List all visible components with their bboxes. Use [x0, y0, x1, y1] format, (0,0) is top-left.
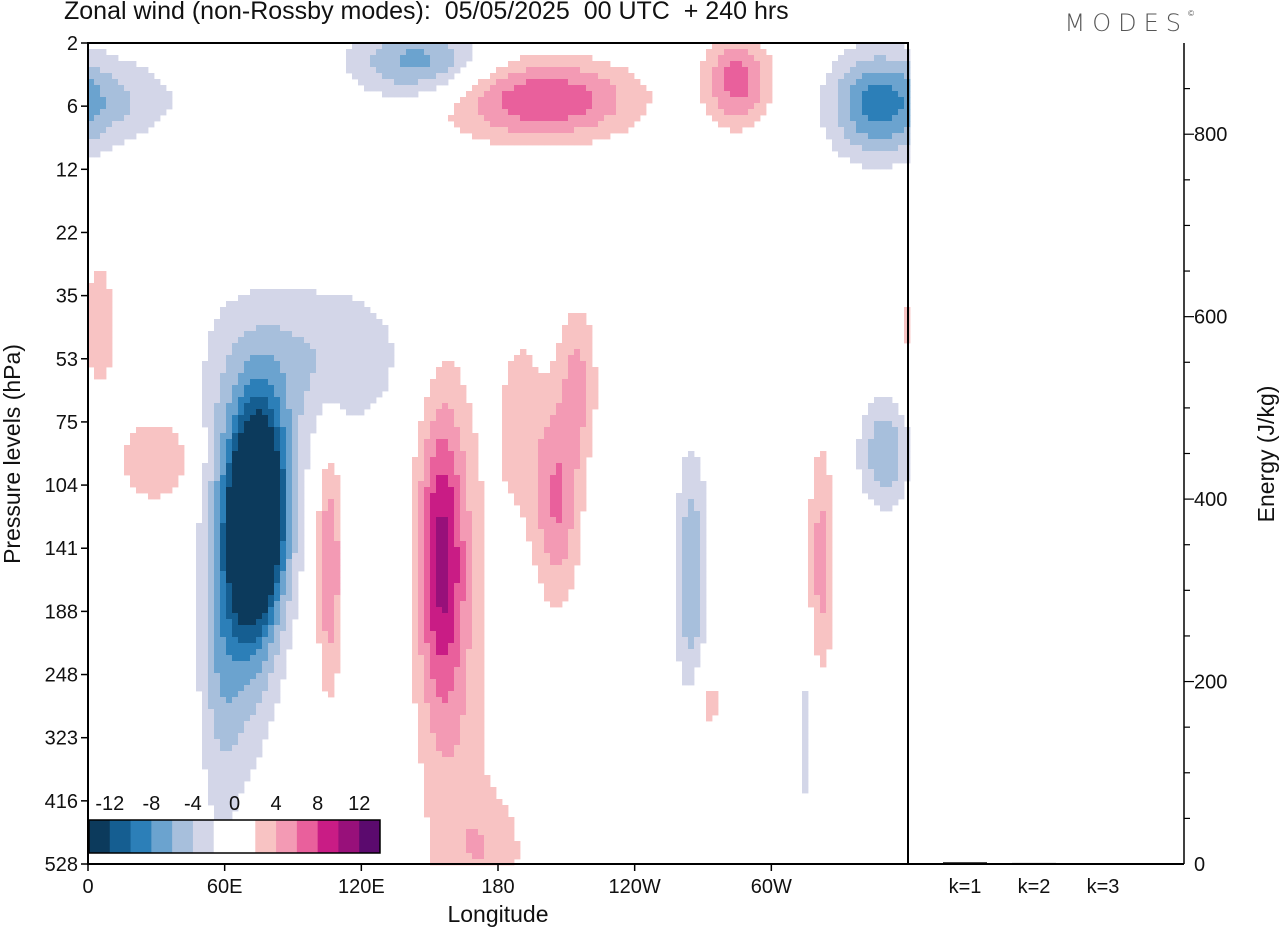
y-tick-label: 35 [56, 286, 78, 308]
y-tick-label: 75 [56, 412, 78, 434]
heatmap-frame [87, 42, 909, 865]
energy-axis-label: Energy (J/kg) [1253, 386, 1279, 523]
y-tick-label: 53 [56, 349, 78, 371]
colorbar-swatch [109, 820, 132, 853]
y-tick-label: 2 [67, 33, 78, 55]
energy-tick-label: 800 [1194, 124, 1227, 146]
y-tick-label: 188 [45, 601, 78, 623]
energy-bars: k=1 k=2 k=3 [943, 862, 1125, 898]
energy-category-label: k=2 [1018, 876, 1051, 898]
brand-mark-icon: © [1188, 9, 1194, 18]
x-tick-label: 60E [207, 876, 243, 898]
y-tick-label: 12 [56, 159, 78, 181]
colorbar-swatch [255, 820, 277, 853]
y-tick-label: 104 [45, 475, 78, 497]
colorbar-swatch [296, 820, 319, 853]
colorbar-swatch [89, 820, 111, 853]
energy-tick-label: 0 [1194, 854, 1205, 876]
y-tick-label: 323 [45, 728, 78, 750]
energy-category-label: k=1 [949, 876, 982, 898]
colorbar-swatch [130, 820, 152, 853]
colorbar-swatch [213, 820, 235, 853]
brand-logo: MODES [1064, 9, 1188, 37]
colorbar-label: 0 [229, 793, 240, 815]
energy-axis-ticks: 0 200 400 600 800 [1184, 88, 1227, 876]
colorbar-label: 4 [271, 793, 282, 815]
colorbar-label: -8 [142, 793, 160, 815]
y-tick-label: 141 [45, 538, 78, 560]
x-tick-label: 120E [338, 876, 385, 898]
energy-tick-label: 200 [1194, 672, 1227, 694]
y-axis-label: Pressure levels (hPa) [0, 344, 25, 564]
colorbar-swatch [192, 820, 215, 853]
y-tick-label: 528 [45, 854, 78, 876]
y-tick-label: 416 [45, 791, 78, 813]
x-tick-label: 60W [751, 876, 792, 898]
chart-title: Zonal wind (non-Rossby modes): 05/05/202… [64, 0, 789, 25]
colorbar-label: 12 [348, 793, 370, 815]
colorbar-label: 8 [312, 793, 323, 815]
y-tick-label: 248 [45, 665, 78, 687]
colorbar-label: -12 [95, 793, 124, 815]
heatmap-field [88, 43, 911, 866]
energy-tick-label: 400 [1194, 489, 1227, 511]
colorbar: -12 -8 -4 0 4 8 12 [88, 793, 381, 854]
energy-tick-label: 600 [1194, 307, 1227, 329]
x-tick-label: 180 [481, 876, 514, 898]
colorbar-swatch [172, 820, 194, 853]
x-tick-label: 0 [82, 876, 93, 898]
y-tick-label: 22 [56, 222, 78, 244]
colorbar-swatch [276, 820, 298, 853]
x-tick-label: 120W [609, 876, 661, 898]
energy-category-label: k=3 [1087, 876, 1120, 898]
colorbar-swatch [234, 820, 256, 853]
x-axis-label: Longitude [447, 901, 548, 927]
colorbar-swatch [359, 820, 381, 853]
x-axis-ticks: 0 60E 120E 180 120W 60W [82, 864, 792, 898]
colorbar-swatch [151, 820, 173, 853]
colorbar-label: -4 [184, 793, 202, 815]
y-axis-ticks: 2 6 12 22 35 53 75 104 141 188 248 323 416 528 [45, 33, 88, 876]
colorbar-swatch [338, 820, 360, 853]
y-tick-label: 6 [67, 96, 78, 118]
colorbar-swatch [317, 820, 339, 853]
